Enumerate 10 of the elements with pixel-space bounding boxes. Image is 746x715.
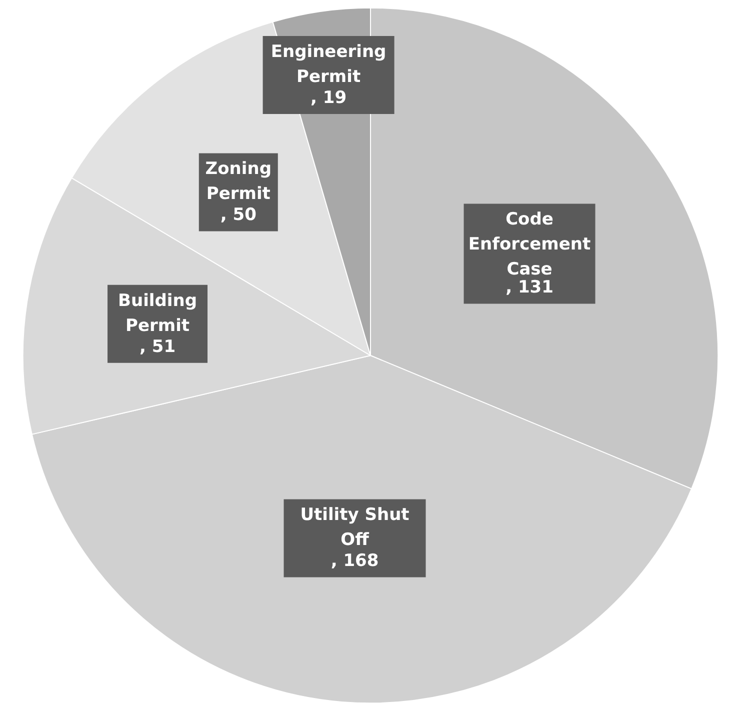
data-label: , 51 xyxy=(140,336,176,357)
slice-label: Engineering Permit xyxy=(270,42,386,88)
slice-label: Zoning Permit xyxy=(205,159,272,204)
data-label: , 131 xyxy=(506,278,554,298)
data-label: , 50 xyxy=(220,205,257,226)
data-label: , 168 xyxy=(330,551,379,572)
data-label: , 19 xyxy=(310,88,347,108)
slice-label: Utility Shut Off xyxy=(300,505,410,550)
slice-label: Building Permit xyxy=(118,290,198,336)
slice-label: Code Enforcement Case xyxy=(468,210,591,280)
